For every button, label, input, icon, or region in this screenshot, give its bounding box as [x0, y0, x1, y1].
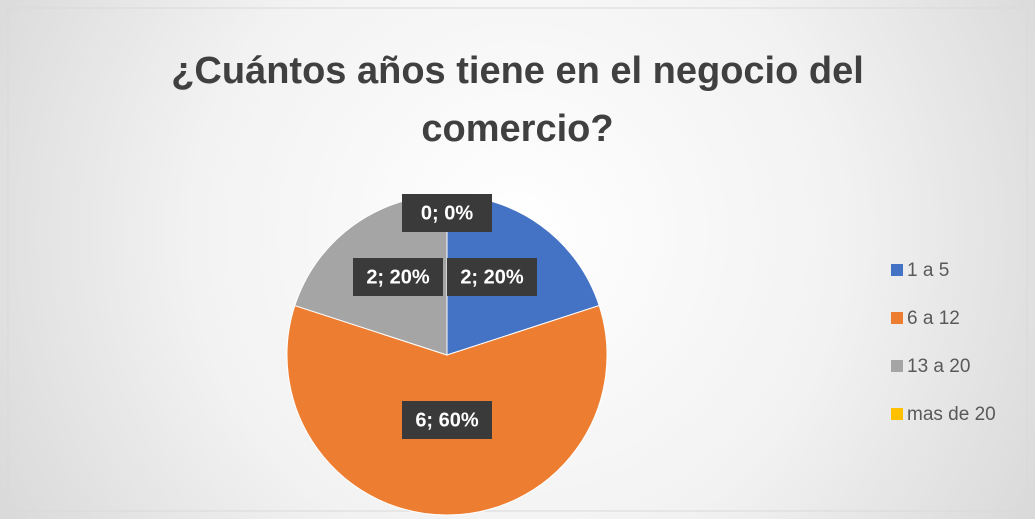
- chart-title: ¿Cuántos años tiene en el negocio del co…: [171, 50, 864, 150]
- data-label-box: [447, 258, 537, 296]
- data-label: 0; 0%: [421, 202, 473, 224]
- data-label: 2; 20%: [460, 266, 524, 288]
- data-label-box: [353, 258, 443, 296]
- legend-swatch: [891, 312, 903, 324]
- legend-label: 1 a 5: [907, 260, 949, 281]
- legend-label: 6 a 12: [907, 308, 960, 329]
- data-label: 6; 60%: [415, 409, 479, 431]
- legend-swatch: [891, 360, 903, 372]
- data-label-box: [402, 401, 492, 439]
- legend-label: mas de 20: [907, 404, 996, 425]
- frame: [7, 7, 1028, 512]
- data-label-box: [402, 194, 492, 232]
- legend-label: 13 a 20: [907, 356, 970, 377]
- legend-swatch: [891, 408, 903, 420]
- data-label: 2; 20%: [366, 266, 430, 288]
- legend-swatch: [891, 264, 903, 276]
